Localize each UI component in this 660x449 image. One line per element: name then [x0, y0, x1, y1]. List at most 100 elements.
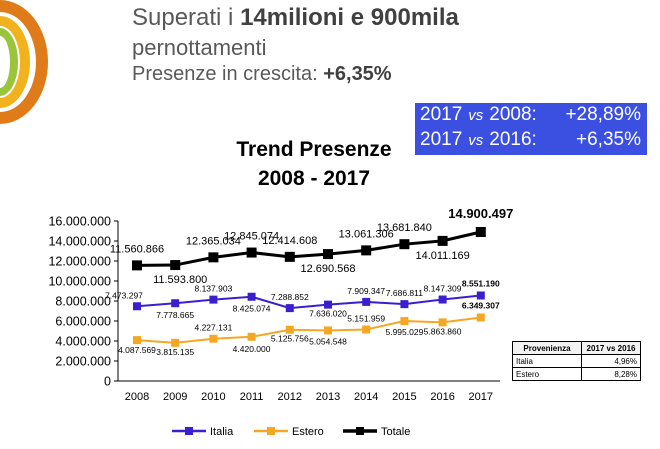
headline-growth: Presenze in crescita: +6,35%: [132, 63, 392, 85]
data-point-totale: [284, 251, 295, 262]
y-tick-label: 4.000.000: [55, 335, 111, 349]
data-point-italia: [362, 297, 371, 306]
data-point-italia: [247, 292, 256, 301]
headline-line-1: Superati i 14milioni e 900mila: [132, 4, 459, 31]
y-tick-label: 10.000.000: [48, 275, 111, 289]
chart-title: Trend Presenze: [236, 138, 391, 161]
data-point-estero: [171, 338, 180, 347]
x-tick-label: 2012: [278, 391, 302, 403]
data-point-italia: [171, 299, 180, 308]
legend-label: Italia: [210, 426, 234, 438]
data-label-totale: 12.414.608: [262, 235, 317, 247]
data-point-italia: [324, 300, 332, 309]
data-label-estero: 5.054.548: [309, 336, 347, 346]
table-cell: 4,96%: [581, 354, 641, 368]
data-label-estero: 3.815.135: [156, 347, 194, 357]
table-cell: Italia: [512, 354, 582, 368]
comparison-row: 2017 vs 2016: +6,35%: [420, 129, 641, 150]
data-point-italia: [438, 295, 447, 304]
data-label-italia: 8.147.309: [424, 284, 462, 294]
x-tick-label: 2015: [392, 391, 416, 403]
chart-subtitle: 2008 - 2017: [258, 167, 370, 190]
x-tick-label: 2009: [163, 391, 187, 403]
data-point-italia: [400, 300, 409, 309]
data-label-totale: 12.690.568: [300, 263, 355, 275]
y-tick-label: 0: [104, 375, 111, 389]
data-label-italia: 7.636.020: [309, 309, 347, 319]
data-point-estero: [324, 326, 332, 335]
data-label-estero: 4.227.131: [194, 323, 232, 333]
data-point-totale: [246, 247, 257, 258]
data-label-estero: 5.863.860: [424, 326, 462, 336]
data-point-estero: [285, 325, 294, 334]
x-tick-label: 2017: [469, 391, 493, 403]
data-point-totale: [132, 260, 142, 271]
data-label-totale: 13.061.306: [339, 228, 394, 240]
data-label-totale: 14.011.169: [415, 250, 469, 262]
data-label-italia: 7.473.297: [105, 290, 143, 300]
data-point-estero: [400, 317, 409, 326]
data-label-estero: 4.087.569: [118, 345, 156, 355]
table-row: Italia 4,96%: [512, 354, 641, 368]
data-point-totale: [475, 226, 486, 237]
data-label-estero: 5.151.959: [347, 313, 385, 323]
x-tick-label: 2008: [125, 391, 149, 403]
comparison-banner: 2017 vs 2008: +28,89% 2017 vs 2016: +6,35%: [415, 103, 647, 155]
y-tick-label: 2.000.000: [55, 355, 111, 369]
data-label-italia: 7.288.852: [271, 292, 309, 302]
growth-table: Provenienza 2017 vs 2016 Italia 4,96% Es…: [512, 341, 641, 381]
data-point-totale: [361, 245, 372, 256]
data-label-italia: 8.137.903: [194, 284, 232, 294]
data-point-italia: [285, 304, 294, 313]
data-label-italia: 7.909.347: [347, 286, 385, 296]
data-point-totale: [437, 235, 448, 246]
data-point-estero: [209, 334, 218, 343]
headline-highlight: 14milioni e 900mila: [240, 4, 459, 31]
data-label-totale: 11.593.800: [153, 274, 207, 286]
x-tick-label: 2013: [316, 391, 340, 403]
data-label-totale: 14.900.497: [448, 206, 513, 221]
table-header-row: Provenienza 2017 vs 2016: [512, 341, 641, 355]
data-label-totale: 12.365.034: [186, 235, 241, 247]
table-header-cell: Provenienza: [512, 341, 582, 355]
legend-label: Totale: [381, 426, 410, 438]
legend-marker-totale: [356, 427, 364, 435]
legend-marker-estero: [267, 427, 275, 435]
data-point-estero: [247, 332, 256, 341]
table-cell: 8,28%: [581, 367, 641, 381]
y-tick-label: 12.000.000: [48, 255, 111, 269]
data-point-estero: [362, 325, 371, 334]
table-header-cell: 2017 vs 2016: [581, 341, 641, 355]
y-tick-label: 6.000.000: [55, 315, 111, 329]
data-point-totale: [323, 249, 333, 260]
data-point-totale: [208, 252, 219, 263]
data-point-italia: [133, 302, 141, 311]
brand-arc-logo: [0, 0, 48, 124]
data-point-totale: [170, 260, 181, 271]
data-label-italia: 7.778.665: [156, 310, 194, 320]
data-point-estero: [438, 318, 447, 327]
data-label-totale: 12.845.074: [224, 231, 279, 243]
table-row: Estero 8,28%: [512, 367, 641, 381]
series-line-estero: [136, 316, 481, 344]
legend-marker-italia: [185, 427, 193, 435]
y-tick-label: 8.000.000: [55, 295, 111, 309]
data-label-totale: 13.681.840: [377, 222, 432, 234]
x-tick-label: 2014: [354, 391, 378, 403]
data-point-estero: [133, 336, 141, 345]
growth-value: +6,35%: [323, 63, 392, 85]
data-label-estero: 6.349.307: [462, 301, 500, 311]
y-tick-label: 14.000.000: [48, 235, 111, 249]
data-label-estero: 4.420.000: [233, 344, 271, 354]
series-line-totale: [136, 230, 482, 267]
data-label-italia: 8.425.074: [233, 304, 271, 314]
data-label-italia: 7.686.811: [386, 288, 423, 298]
y-tick-label: 16.000.000: [48, 215, 111, 229]
x-tick-label: 2011: [240, 391, 264, 403]
table-cell: Estero: [512, 367, 582, 381]
data-label-totale: 11.560.866: [110, 243, 164, 255]
data-point-italia: [209, 295, 218, 304]
data-point-italia: [476, 291, 485, 300]
legend-label: Estero: [292, 426, 324, 438]
x-tick-label: 2016: [430, 391, 454, 403]
